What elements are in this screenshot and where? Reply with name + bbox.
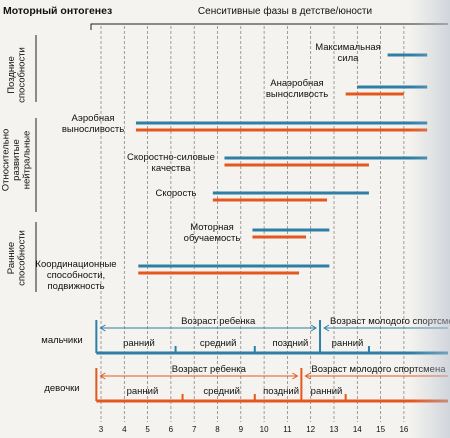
ability-label: Координационные — [35, 259, 116, 270]
x-tick-label: 7 — [192, 425, 197, 434]
chart-subtitle: Сенситивные фазы в детстве/юности — [198, 5, 372, 17]
ability-label: сила — [338, 53, 360, 64]
youth-age-label: Возраст молодого спортсмена — [330, 316, 450, 327]
group-label-line: Относительно — [1, 129, 12, 192]
child-age-label: Возраст ребенка — [172, 364, 247, 375]
group-label: Ранние способности — [6, 230, 28, 286]
group-label-line: нейтральные — [22, 131, 33, 190]
group-label-line: способности — [16, 230, 27, 286]
period-label-boys: мальчики — [41, 335, 82, 346]
x-tick-label: 16 — [399, 425, 408, 434]
phase-label: средний — [200, 338, 237, 349]
x-tick-label: 9 — [239, 425, 244, 434]
group-label: Поздние способности — [6, 47, 28, 103]
youth-age-label: Возраст молодого спортсмена — [311, 364, 446, 375]
ability-label: качества — [152, 163, 192, 174]
group-label-line: развитые — [11, 139, 22, 181]
x-tick-label: 4 — [122, 425, 127, 434]
ability-label: Аэробная — [71, 113, 114, 124]
phase-label: поздний — [272, 338, 308, 349]
age-arrowhead — [99, 372, 106, 380]
chart-title: Моторный онтогенез — [3, 5, 112, 17]
phase-label: ранний — [123, 338, 155, 349]
phase-label: ранний — [127, 386, 159, 397]
ability-label: Максимальная — [315, 42, 381, 53]
group-label-line: Ранние — [6, 242, 17, 274]
ability-label: обучаемость — [184, 233, 241, 244]
ability-label: Моторная — [190, 222, 234, 233]
ability-label: выносливость — [266, 89, 328, 100]
group-label-line: Поздние — [6, 56, 17, 94]
x-tick-label: 15 — [376, 425, 385, 434]
phase-label: ранний — [311, 386, 343, 397]
x-tick-label: 5 — [145, 425, 150, 434]
period-label-girls: девочки — [44, 383, 79, 394]
x-tick-label: 8 — [215, 425, 220, 434]
x-tick-label: 13 — [330, 425, 339, 434]
phase-label: ранний — [332, 338, 364, 349]
x-tick-label: 14 — [353, 425, 362, 434]
x-tick-label: 10 — [260, 425, 269, 434]
group-label-line: способности — [16, 47, 27, 103]
phase-label: поздний — [263, 386, 299, 397]
ability-label: способности, — [47, 270, 105, 281]
header-bracket — [90, 23, 448, 30]
ability-label: Анаэробная — [270, 78, 323, 89]
phase-label: средний — [203, 386, 240, 397]
x-tick-label: 11 — [283, 425, 292, 434]
child-age-label: Возраст ребенка — [181, 316, 256, 327]
ability-label: Скорость — [155, 188, 196, 199]
ability-label: Скоростно-силовые — [127, 152, 215, 163]
group-label: Относительно развитые нейтральные — [1, 129, 33, 192]
ability-label: выносливость — [62, 124, 124, 135]
x-tick-label: 3 — [99, 425, 104, 434]
age-arrowhead — [323, 324, 330, 332]
ability-label: подвижность — [47, 281, 104, 292]
age-arrowhead — [310, 324, 317, 332]
x-tick-label: 12 — [306, 425, 315, 434]
age-arrowhead — [304, 372, 311, 380]
age-arrowhead — [292, 372, 299, 380]
age-arrowhead — [99, 324, 106, 332]
x-tick-label: 6 — [169, 425, 174, 434]
